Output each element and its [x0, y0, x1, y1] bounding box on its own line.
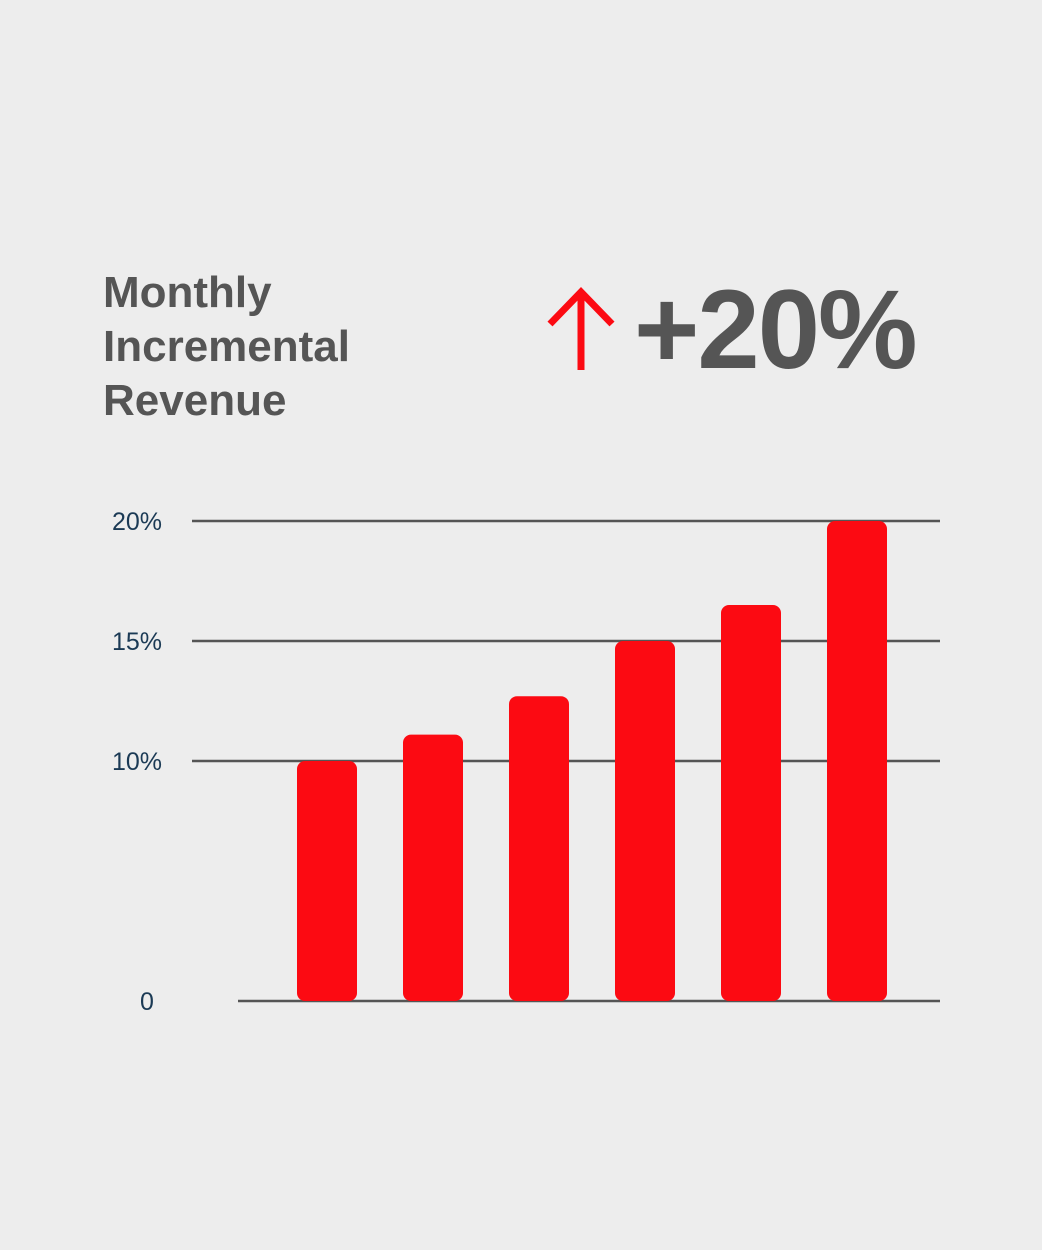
bar-5 — [721, 605, 781, 1001]
y-tick-label: 0 — [140, 988, 154, 1016]
y-tick-label: 20% — [112, 508, 162, 536]
growth-value: +20% — [634, 267, 918, 392]
title-line-3: Revenue — [103, 376, 287, 425]
bar-3 — [509, 696, 569, 1001]
title-line-2: Incremental — [103, 322, 350, 371]
bar-2 — [403, 734, 463, 1001]
bar-4 — [615, 641, 675, 1001]
y-tick-label: 10% — [112, 748, 162, 776]
y-tick-label: 15% — [112, 628, 162, 656]
growth-indicator: +20% — [546, 270, 966, 390]
chart-title: Monthly Incremental Revenue — [103, 266, 443, 428]
bar-6 — [827, 521, 887, 1001]
title-line-1: Monthly — [103, 268, 272, 317]
bar-1 — [297, 761, 357, 1001]
up-arrow-icon — [547, 286, 615, 370]
